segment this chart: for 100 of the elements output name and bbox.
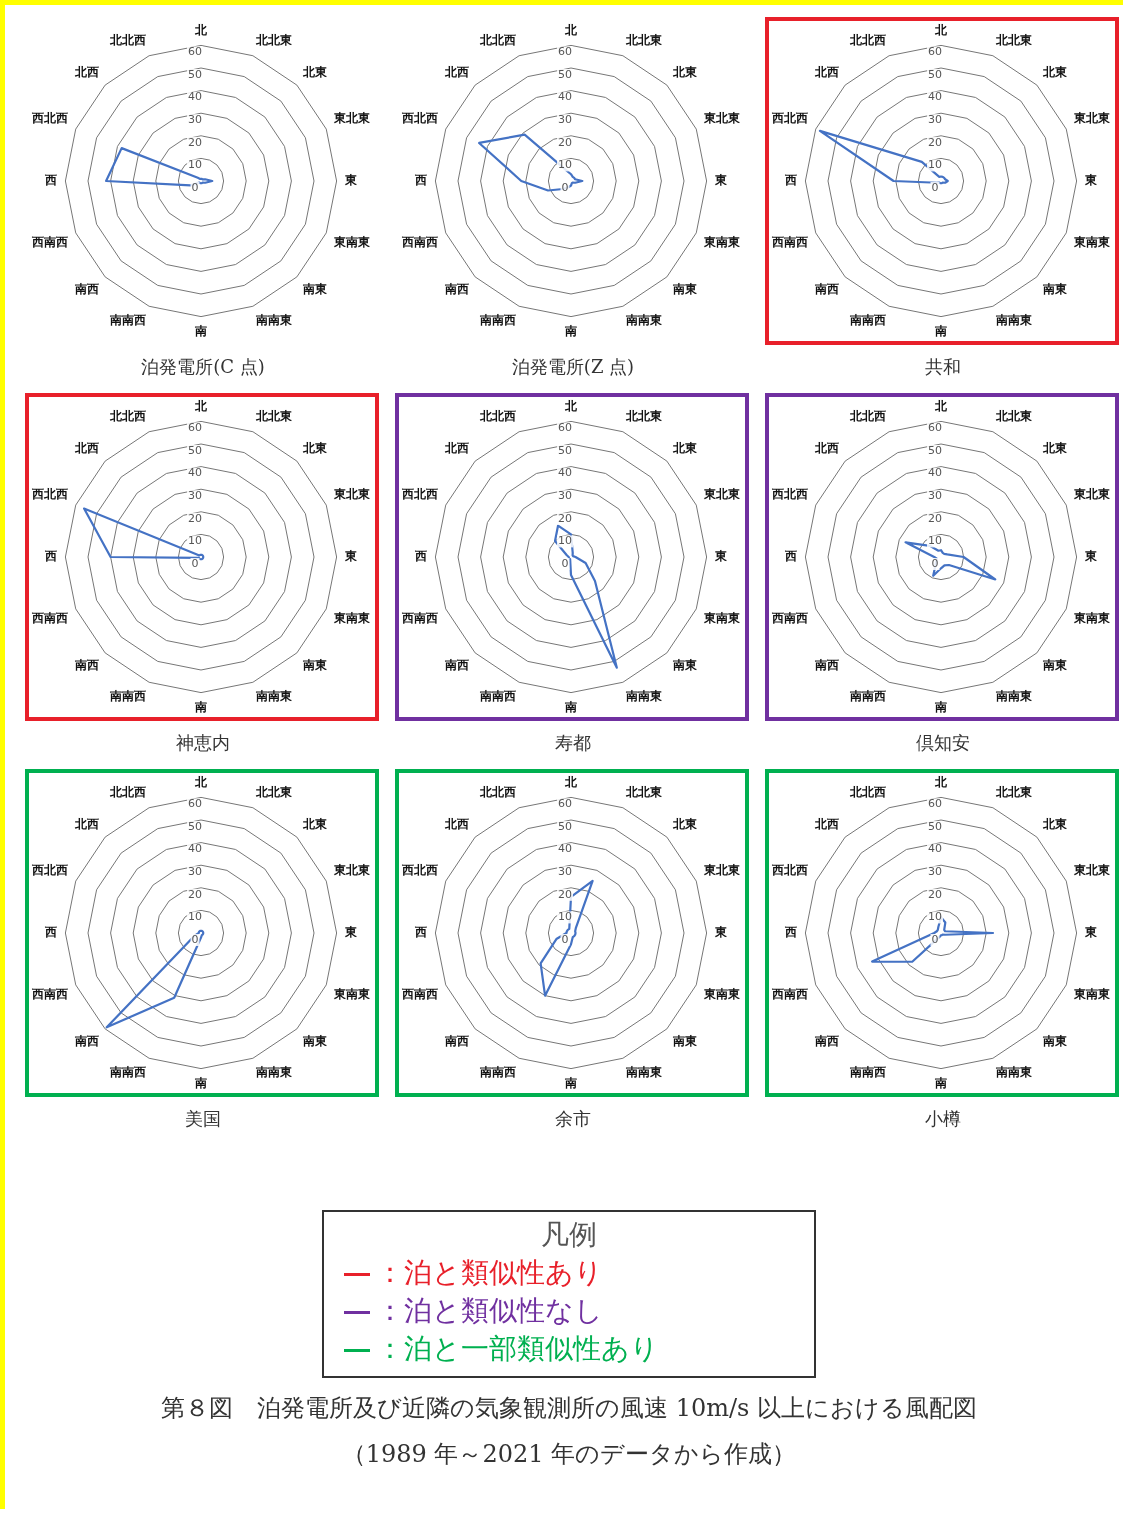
spoke-label: 北 <box>564 398 578 413</box>
spoke-label: 西南西 <box>771 611 809 626</box>
spoke-label: 南南西 <box>849 313 887 328</box>
spoke-label: 東 <box>1083 173 1098 188</box>
text: 小樽 <box>924 1107 962 1131</box>
spoke-label: 北北西 <box>109 409 147 424</box>
y-tick-label: 40 <box>558 466 572 480</box>
spoke-label: 南西 <box>444 1034 470 1049</box>
spoke-label: 西南西 <box>771 235 809 250</box>
y-tick-label: 30 <box>188 489 202 503</box>
text: 倶知安 <box>915 731 971 755</box>
spoke-label: 東 <box>343 173 358 188</box>
spoke-label: 西 <box>414 173 428 188</box>
spoke-label: 北 <box>564 22 578 37</box>
spoke-label: 北北東 <box>624 33 663 48</box>
y-tick-label: 30 <box>558 865 572 879</box>
spoke-label: 東南東 <box>1072 611 1111 626</box>
y-tick-label: 40 <box>928 842 942 856</box>
y-tick-label: 0 <box>191 932 199 946</box>
spoke-label: 東 <box>1083 925 1098 940</box>
category-label: ：泊と類似性あり <box>375 1255 604 1291</box>
spoke-label: 東北東 <box>702 487 741 502</box>
y-tick-label: 50 <box>928 819 942 833</box>
spoke-label: 北西 <box>444 440 470 455</box>
spoke-label: 西 <box>44 925 58 940</box>
spoke-label: 南 <box>564 324 577 339</box>
spoke-label: 西南西 <box>401 611 439 626</box>
spoke-label: 北西 <box>444 816 470 831</box>
spoke-label: 北北東 <box>994 409 1033 424</box>
y-tick-label: 10 <box>558 158 572 172</box>
spoke-label: 南南西 <box>479 689 517 704</box>
y-tick-label: 10 <box>188 534 202 548</box>
spoke-label: 西北西 <box>31 111 69 126</box>
spoke-label: 南東 <box>671 1034 698 1049</box>
spoke-label: 南 <box>564 700 577 715</box>
spoke-label: 西北西 <box>31 863 69 878</box>
spoke-label: 西 <box>414 549 428 564</box>
y-tick-label: 40 <box>188 466 202 480</box>
spoke-label: 北北西 <box>109 785 147 800</box>
spoke-label: 北北東 <box>624 409 663 424</box>
spoke-label: 南南東 <box>994 689 1033 704</box>
y-tick-label: 20 <box>188 887 202 901</box>
spoke-label: 西南西 <box>31 611 69 626</box>
y-tick-label: 20 <box>188 135 202 149</box>
text: （1989 年～2021 年のデータから作成） <box>340 1439 798 1470</box>
spoke-label: 西 <box>44 173 58 188</box>
spoke-label: 北北西 <box>849 33 887 48</box>
spoke-label: 東南東 <box>332 987 371 1002</box>
y-tick-label: 60 <box>558 421 572 435</box>
spoke-label: 南東 <box>1041 1034 1068 1049</box>
spoke-label: 西南西 <box>31 987 69 1002</box>
y-tick-label: 30 <box>188 865 202 879</box>
text: 泊発電所(Z 点) <box>510 355 636 379</box>
spoke-label: 北北西 <box>849 409 887 424</box>
spoke-label: 南 <box>194 324 207 339</box>
spoke-label: 北 <box>934 774 948 789</box>
spoke-label: 南南東 <box>624 689 663 704</box>
y-tick-label: 40 <box>928 466 942 480</box>
spoke-label: 東北東 <box>332 863 371 878</box>
spoke-label: 西南西 <box>771 987 809 1002</box>
spoke-label: 南西 <box>444 658 470 673</box>
spoke-label: 南南西 <box>849 689 887 704</box>
spoke-label: 西北西 <box>31 487 69 502</box>
spoke-label: 西北西 <box>771 487 809 502</box>
y-tick-label: 50 <box>188 819 202 833</box>
category-label: ：泊と類似性なし <box>375 1293 604 1329</box>
spoke-label: 西 <box>784 925 798 940</box>
y-tick-label: 20 <box>928 135 942 149</box>
y-tick-label: 50 <box>928 67 942 81</box>
y-tick-label: 10 <box>558 534 572 548</box>
spoke-label: 東 <box>713 173 728 188</box>
spoke-label: 北北東 <box>254 33 293 48</box>
spoke-label: 北北東 <box>994 33 1033 48</box>
spoke-label: 東南東 <box>702 611 741 626</box>
spoke-label: 北西 <box>74 64 100 79</box>
spoke-label: 東南東 <box>332 235 371 250</box>
spoke-label: 南西 <box>814 658 840 673</box>
text: 共和 <box>924 355 962 379</box>
y-tick-label: 50 <box>558 819 572 833</box>
text: 第８図 泊発電所及び近隣の気象観測所の風速 10m/s 以上における風配図 <box>160 1393 978 1424</box>
spoke-label: 西 <box>414 925 428 940</box>
y-tick-label: 20 <box>558 887 572 901</box>
legend-title: 凡例 <box>540 1217 598 1253</box>
y-tick-label: 30 <box>928 113 942 127</box>
spoke-label: 東北東 <box>332 487 371 502</box>
y-tick-label: 40 <box>558 842 572 856</box>
spoke-label: 南 <box>564 1076 577 1091</box>
spoke-label: 北北東 <box>994 785 1033 800</box>
y-tick-label: 50 <box>558 67 572 81</box>
y-tick-label: 10 <box>928 534 942 548</box>
y-tick-label: 20 <box>558 511 572 525</box>
spoke-label: 西北西 <box>401 111 439 126</box>
y-tick-label: 40 <box>558 90 572 104</box>
y-tick-label: 50 <box>188 67 202 81</box>
spoke-label: 南南東 <box>254 313 293 328</box>
spoke-label: 東南東 <box>702 987 741 1002</box>
spoke-label: 北北東 <box>254 785 293 800</box>
spoke-label: 南南西 <box>479 313 517 328</box>
y-tick-label: 0 <box>931 180 939 194</box>
spoke-label: 東北東 <box>1072 111 1111 126</box>
